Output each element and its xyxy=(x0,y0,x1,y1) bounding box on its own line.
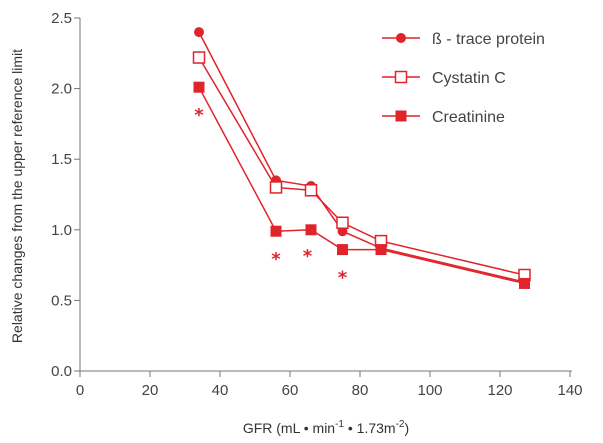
x-tick-label: 80 xyxy=(352,382,369,399)
series-line-1 xyxy=(198,57,525,276)
significance-marker: * xyxy=(271,249,281,270)
legend-label-beta-trace: ß - trace protein xyxy=(432,31,545,48)
x-tick-label: 0 xyxy=(76,382,84,399)
legend-item-beta-trace: ß - trace protein xyxy=(382,31,545,48)
y-tick-label: 1.0 xyxy=(51,222,72,239)
significance-marker: * xyxy=(194,105,204,126)
legend-item-cystatin: Cystatin C xyxy=(382,70,506,87)
data-point-open-square xyxy=(269,181,283,194)
x-tick-label: 100 xyxy=(417,382,442,399)
axes xyxy=(79,18,572,372)
data-point-open-square xyxy=(336,216,349,229)
data-point-filled-square xyxy=(305,224,317,236)
series-line-0 xyxy=(198,31,525,283)
legend-label-creatinine: Creatinine xyxy=(432,109,505,126)
data-point-filled-square xyxy=(337,244,348,256)
series-line-2 xyxy=(198,86,525,285)
annotations-layer: * * * * xyxy=(194,105,348,288)
series-layer xyxy=(192,27,531,289)
x-tick-label: 140 xyxy=(557,382,582,399)
data-point-open-square xyxy=(192,51,206,64)
data-point-filled-square xyxy=(193,81,205,93)
x-axis-title: GFR (mL • min-1 • 1.73m-2) xyxy=(243,419,409,436)
y-axis-title: Relative changes from the upper referenc… xyxy=(9,49,25,343)
significance-marker: * xyxy=(303,246,313,267)
legend-marker-circle xyxy=(396,33,406,43)
y-tick-label: 1.5 xyxy=(51,151,72,168)
legend: ß - trace protein Cystatin C Creatinine xyxy=(382,31,545,126)
x-tick-label: 40 xyxy=(212,382,229,399)
x-tick-label: 120 xyxy=(487,382,512,399)
y-tick-label: 0.0 xyxy=(51,363,72,380)
data-point-open-square xyxy=(304,184,318,197)
x-tick-label: 60 xyxy=(282,382,299,399)
legend-item-creatinine: Creatinine xyxy=(382,109,505,126)
x-tick-label: 20 xyxy=(142,382,159,399)
data-point-filled-square xyxy=(375,244,387,256)
legend-marker-filled-square xyxy=(395,110,407,122)
y-tick-label: 2.0 xyxy=(51,81,72,98)
data-point-circle xyxy=(194,27,204,38)
data-point-filled-square xyxy=(270,225,282,237)
significance-marker: * xyxy=(338,267,348,288)
ticks: 0 20 40 60 80 100 120 140 0.0 0.5 1.0 1.5 2.0 2.5 xyxy=(51,10,582,399)
y-tick-label: 2.5 xyxy=(51,10,72,27)
legend-label-cystatin: Cystatin C xyxy=(432,70,506,87)
y-tick-label: 0.5 xyxy=(51,292,72,309)
data-point-filled-square xyxy=(519,277,530,289)
legend-marker-open-square xyxy=(394,70,408,84)
